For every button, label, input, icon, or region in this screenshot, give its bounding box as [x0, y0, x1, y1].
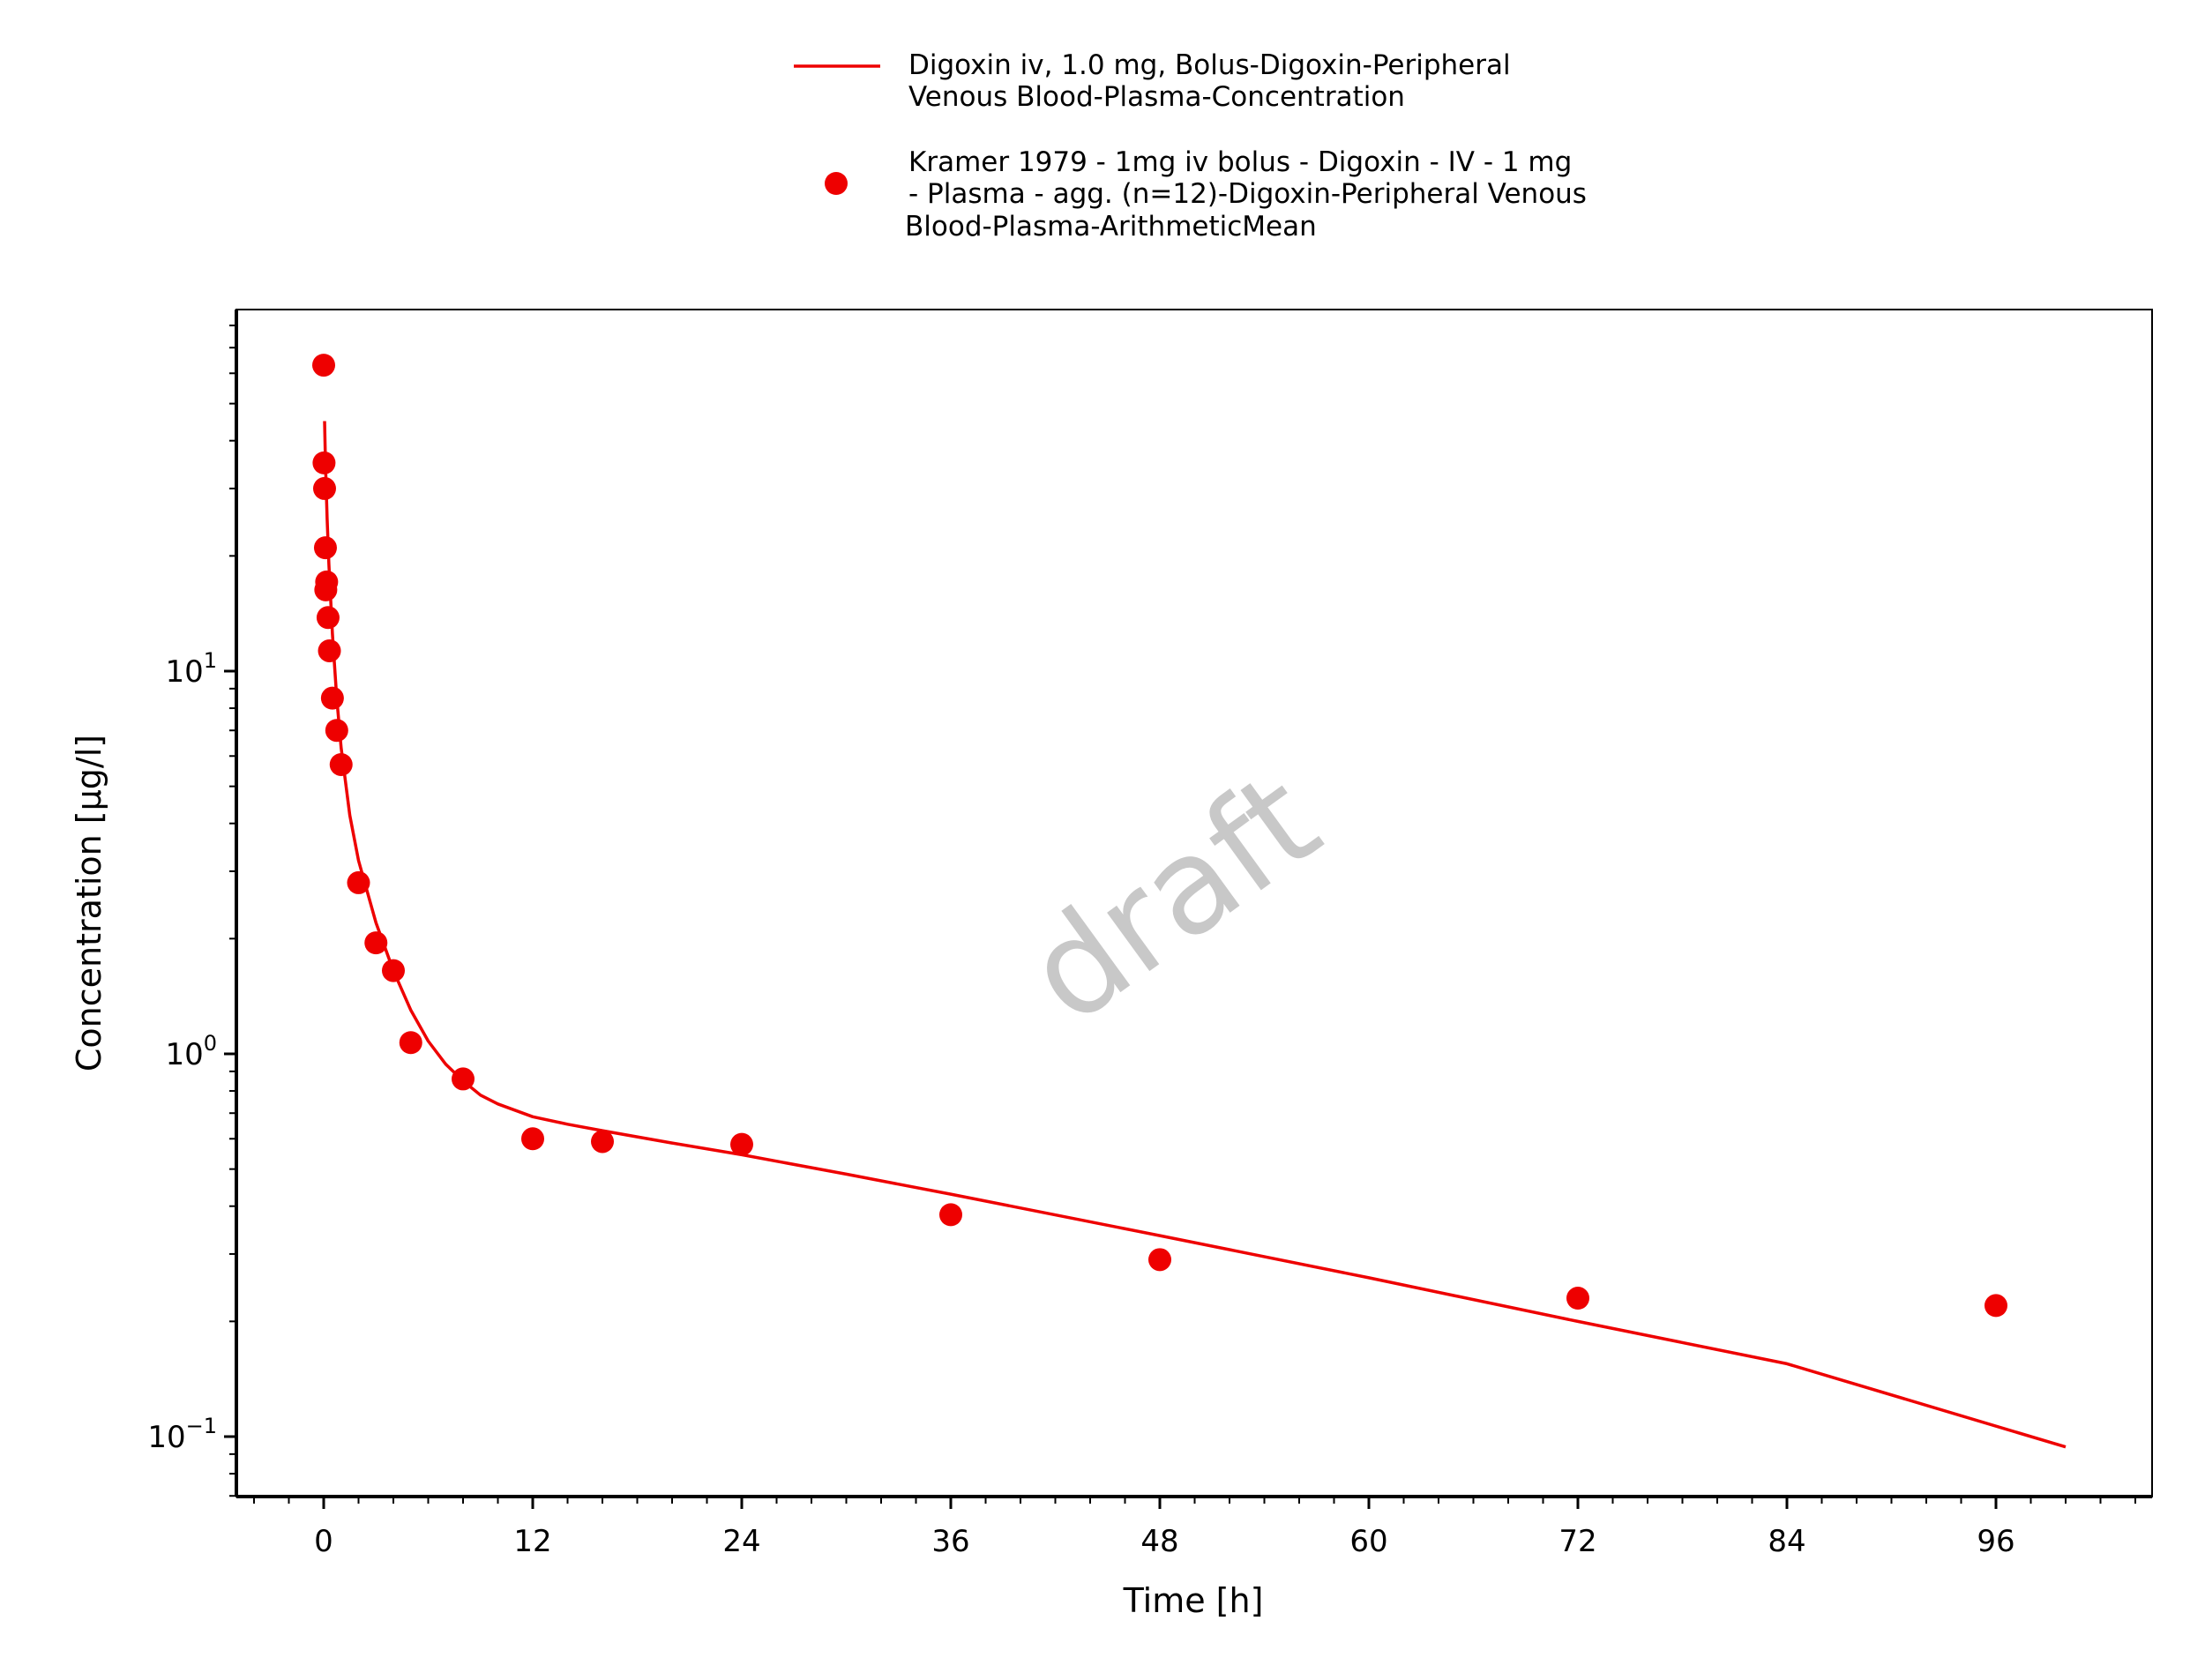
legend: Digoxin iv, 1.0 mg, Bolus-Digoxin-Periph…: [794, 49, 1587, 243]
x-tick-label: 0: [314, 1524, 333, 1559]
observed-data-point: [399, 1031, 422, 1055]
observed-data-point: [939, 1203, 962, 1227]
observed-data-point: [329, 752, 353, 776]
observed-data-point: [382, 959, 405, 982]
observed-data-point: [313, 536, 337, 560]
observed-data-point: [318, 638, 341, 662]
series-layer: [312, 354, 2067, 1449]
legend-line-label-1: Digoxin iv, 1.0 mg, Bolus-Digoxin-Periph…: [908, 49, 1511, 81]
observed-data-point: [1148, 1248, 1171, 1272]
x-tick-label: 60: [1349, 1524, 1387, 1559]
observed-data-point: [730, 1132, 753, 1156]
observed-data-point: [325, 719, 348, 743]
x-tick-label: 84: [1768, 1524, 1805, 1559]
x-tick-label: 24: [722, 1524, 760, 1559]
observed-data-point: [364, 931, 388, 955]
legend-marker-label-3: Blood-Plasma-ArithmeticMean: [905, 211, 1317, 243]
observed-data-point: [521, 1127, 544, 1151]
x-tick-label: 48: [1140, 1524, 1178, 1559]
y-tick-label: 100: [165, 1031, 217, 1072]
watermark-text: draft: [1000, 743, 1346, 1053]
observed-data-point: [452, 1067, 475, 1091]
observed-data-point: [312, 451, 336, 474]
y-tick-label: 10−1: [147, 1414, 217, 1455]
x-axis-ticks: 0 12 24 36 48 60 72 84 96: [253, 1497, 2136, 1559]
observed-data-point: [312, 354, 335, 377]
x-axis-title: Time [h]: [1123, 1581, 1264, 1620]
observed-data-point: [347, 870, 370, 894]
observed-data-point: [320, 686, 344, 710]
y-axis-ticks: 101 100 10−1: [147, 325, 236, 1497]
observed-data-point: [1984, 1294, 2007, 1318]
observed-data-point: [316, 606, 340, 630]
observed-data-point: [1566, 1287, 1589, 1310]
x-tick-label: 96: [1977, 1524, 2014, 1559]
legend-marker-label-2: - Plasma - agg. (n=12)-Digoxin-Periphera…: [908, 178, 1587, 210]
x-tick-label: 36: [931, 1524, 969, 1559]
x-tick-label: 72: [1558, 1524, 1596, 1559]
x-tick-label: 12: [513, 1524, 551, 1559]
legend-line-label-2: Venous Blood-Plasma-Concentration: [908, 81, 1405, 113]
observed-data-point: [312, 476, 336, 500]
y-tick-label: 101: [165, 648, 217, 690]
y-axis-title: Concentration [µg/l]: [70, 735, 108, 1071]
legend-marker-swatch: [825, 172, 848, 195]
observed-data-point: [315, 570, 339, 594]
legend-marker-label-1: Kramer 1979 - 1mg iv bolus - Digoxin - I…: [908, 146, 1572, 178]
observed-data-point: [591, 1130, 614, 1154]
